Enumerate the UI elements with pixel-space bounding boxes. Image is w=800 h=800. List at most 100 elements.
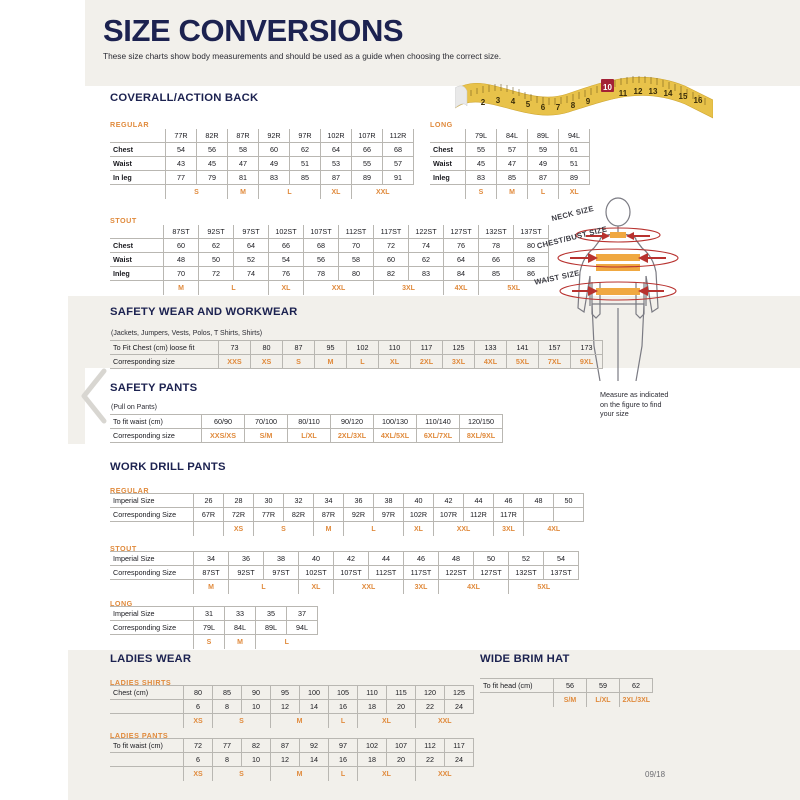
table-cell: 79 [196, 170, 228, 185]
table-cell: S/M [553, 692, 587, 707]
table-cell: 55 [351, 156, 383, 171]
table-cell: 16 [328, 752, 358, 767]
table-row: Inleg 70 72 74 76 78 80 82 83 84 85 86 [110, 266, 549, 281]
subtitle-ladies-shirts: LADIES SHIRTS [110, 678, 172, 687]
table-cell [523, 507, 554, 522]
subtitle-wdp-regular: REGULAR [110, 486, 150, 495]
table-cell: 35 [255, 606, 287, 621]
table-cell: 6 [183, 699, 213, 714]
section-title-safety-pants: SAFETY PANTS [110, 382, 198, 394]
table-row: 6 8 10 12 14 16 18 20 22 24 [110, 699, 474, 714]
size-band-row: XS S M L XL XXL [110, 766, 474, 781]
table-cell: S [212, 766, 271, 781]
table-cell: 24 [444, 752, 474, 767]
table-cell: 80 [338, 266, 374, 281]
table-cell: 173 [570, 340, 603, 355]
table-cell: 82R [196, 129, 228, 143]
table-cell: 90 [241, 685, 271, 700]
table-cell: 102R [403, 507, 434, 522]
table-cell: Chest [110, 238, 164, 253]
page-header: SIZE CONVERSIONS These size charts show … [103, 14, 501, 62]
table-cell [110, 129, 166, 143]
table-ladies-shirts: Chest (cm) 80 85 90 95 100 105 110 115 120 125 6 8 10… [110, 685, 474, 728]
table-cell: 95 [314, 340, 347, 355]
table-cell: 87ST [193, 565, 229, 580]
table-cell: 115 [386, 685, 416, 700]
size-band-row: S M L XL [430, 184, 590, 199]
table-cell: 87R [313, 507, 344, 522]
table-cell: 4XL [443, 280, 479, 295]
table-cell: 57 [382, 156, 414, 171]
safety-wear-note: (Jackets, Jumpers, Vests, Polos, T Shirt… [111, 330, 263, 337]
table-cell: M [270, 713, 329, 728]
table-cell: 107ST [303, 225, 339, 239]
svg-text:2: 2 [481, 98, 486, 107]
table-cell: 57 [496, 142, 528, 157]
table-cell: 40 [298, 551, 334, 566]
table-cell: XS [183, 713, 213, 728]
table-cell: 86 [513, 266, 549, 281]
table-cell: 59 [586, 678, 620, 693]
table-cell: L [328, 713, 358, 728]
table-cell [193, 521, 224, 536]
table-cell: 54 [268, 252, 304, 267]
table-cell: 72 [183, 738, 213, 753]
table-coverall-regular: 77R 82R 87R 92R 97R 102R 107R 112R Chest 54 56 58 60… [110, 129, 414, 199]
table-cell: 48 [163, 252, 199, 267]
table-cell: 68 [382, 142, 414, 157]
table-cell: 66 [351, 142, 383, 157]
table-cell: 31 [193, 606, 225, 621]
table-cell: L [328, 766, 358, 781]
table-cell: 46 [493, 493, 524, 508]
table-cell: 87 [320, 170, 352, 185]
table-cell: 89L [527, 129, 559, 143]
table-cell: 73 [218, 340, 251, 355]
subtitle-ladies-pants: LADIES PANTS [110, 731, 169, 740]
table-cell: 37 [286, 606, 318, 621]
size-band-row: M L XL XXL 3XL 4XL 5XL [110, 579, 579, 594]
table-cell: 89 [351, 170, 383, 185]
table-cell: 22 [415, 699, 445, 714]
svg-text:13: 13 [649, 87, 658, 96]
table-cell: 10 [241, 699, 271, 714]
table-cell: XS [250, 354, 283, 369]
table-row: Chest 60 62 64 66 68 70 72 74 76 78 80 [110, 238, 549, 253]
table-row: Corresponding Size 79L 84L 89L 94L [110, 620, 318, 635]
table-cell: 56 [553, 678, 587, 693]
table-cell: 68 [303, 238, 339, 253]
table-cell [110, 184, 166, 199]
table-cell: 60 [373, 252, 409, 267]
table-cell: 110 [357, 685, 387, 700]
table-cell: 100 [299, 685, 329, 700]
table-cell: 8 [212, 752, 242, 767]
table-cell: 105 [328, 685, 358, 700]
table-cell: M [314, 354, 347, 369]
table-cell: 56 [303, 252, 339, 267]
table-cell: 120/150 [459, 414, 503, 429]
svg-text:6: 6 [541, 103, 546, 112]
table-cell: 82R [283, 507, 314, 522]
table-cell: 5XL [478, 280, 549, 295]
table-cell: 141 [506, 340, 539, 355]
figure-measure-note: Measure as indicated on the figure to fi… [600, 390, 669, 418]
table-cell: 4XL [438, 579, 509, 594]
table-cell: 72 [373, 238, 409, 253]
table-wide-brim-hat: To fit head (cm) 56 59 62 S/M L/XL 2XL/3XL [480, 678, 653, 707]
subtitle-wdp-long: LONG [110, 599, 133, 608]
table-row: Waist 43 45 47 49 51 53 55 57 [110, 156, 414, 171]
table-cell: 26 [193, 493, 224, 508]
table-cell: 50 [473, 551, 509, 566]
table-cell: 45 [196, 156, 228, 171]
table-cell: 125 [442, 340, 475, 355]
table-cell: 67R [193, 507, 224, 522]
table-cell: 82 [373, 266, 409, 281]
table-header-row: 79L 84L 89L 94L [430, 129, 590, 143]
table-cell: 77 [212, 738, 242, 753]
table-cell: XL [357, 713, 416, 728]
table-cell: 85 [496, 170, 528, 185]
table-cell: L [198, 280, 269, 295]
table-cell: 54 [543, 551, 579, 566]
table-cell: 81 [227, 170, 259, 185]
table-cell: 7XL [538, 354, 571, 369]
